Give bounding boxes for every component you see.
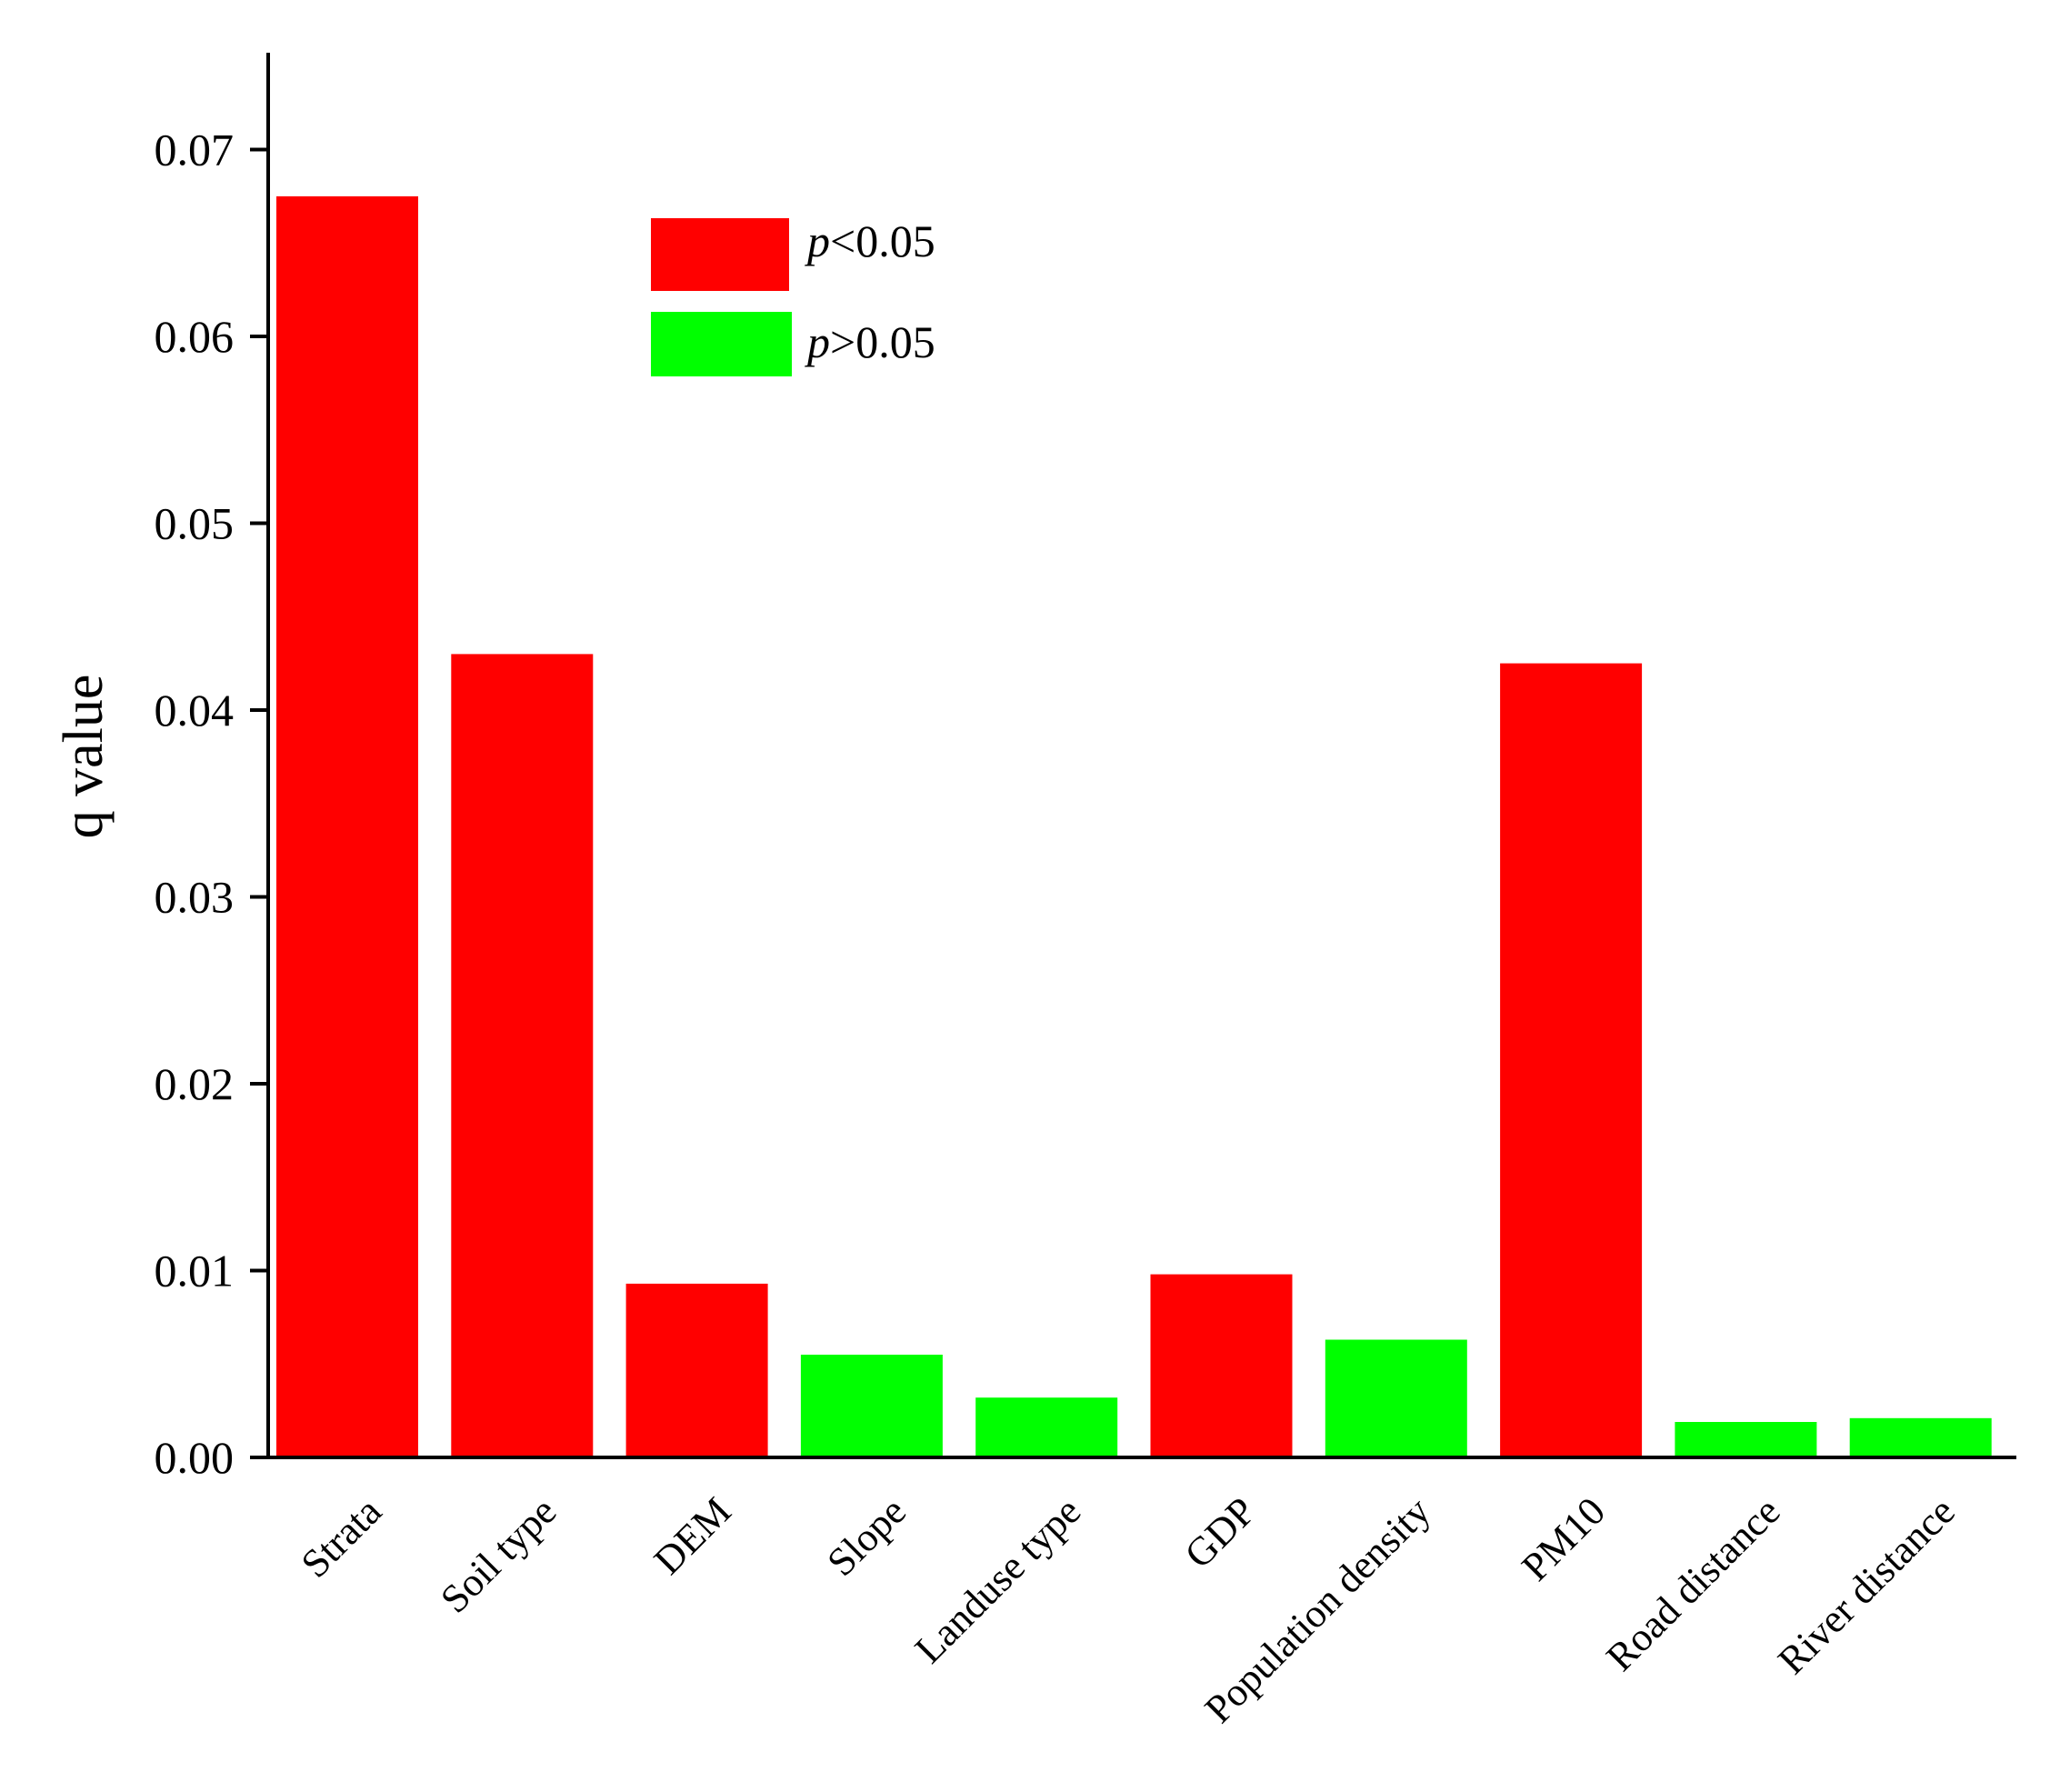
x-tick-label: Slope [818,1488,915,1585]
x-tick-label: Landuse type [906,1488,1089,1671]
y-tick-label: 0.03 [155,872,235,923]
x-tick-label: DEM [645,1488,740,1583]
x-tick-label: River distance [1769,1488,1963,1682]
bar-dem [625,1283,768,1457]
bar-river-distance [1849,1417,1992,1457]
bar-population-density [1325,1339,1467,1457]
x-tick-label: Soil type [432,1488,565,1621]
y-axis-title: q value [53,675,115,839]
bar-landuse-type [975,1397,1118,1457]
y-tick-label: 0.02 [155,1058,235,1109]
legend-swatch [651,218,789,291]
legend-swatch [651,312,792,376]
x-tick-label: GDP [1176,1488,1265,1577]
bar-soil-type [451,654,594,1457]
x-tick-label: PM10 [1513,1488,1614,1589]
y-tick-label: 0.05 [155,498,235,549]
y-tick-label: 0.06 [155,311,235,362]
y-tick-label: 0.00 [155,1432,235,1483]
bar-gdp [1150,1274,1293,1457]
legend-label: p>0.05 [805,316,935,367]
bar-strata [276,195,418,1457]
x-tick-label: Strata [293,1488,390,1586]
bar-slope [800,1355,943,1457]
x-tick-label: Road distance [1597,1488,1788,1679]
y-tick-label: 0.07 [155,125,235,175]
y-tick-label: 0.04 [155,685,235,736]
bar-road-distance [1675,1422,1817,1457]
y-tick-label: 0.01 [155,1246,235,1296]
bar-pm10 [1500,663,1643,1457]
legend-label: p<0.05 [805,215,935,266]
